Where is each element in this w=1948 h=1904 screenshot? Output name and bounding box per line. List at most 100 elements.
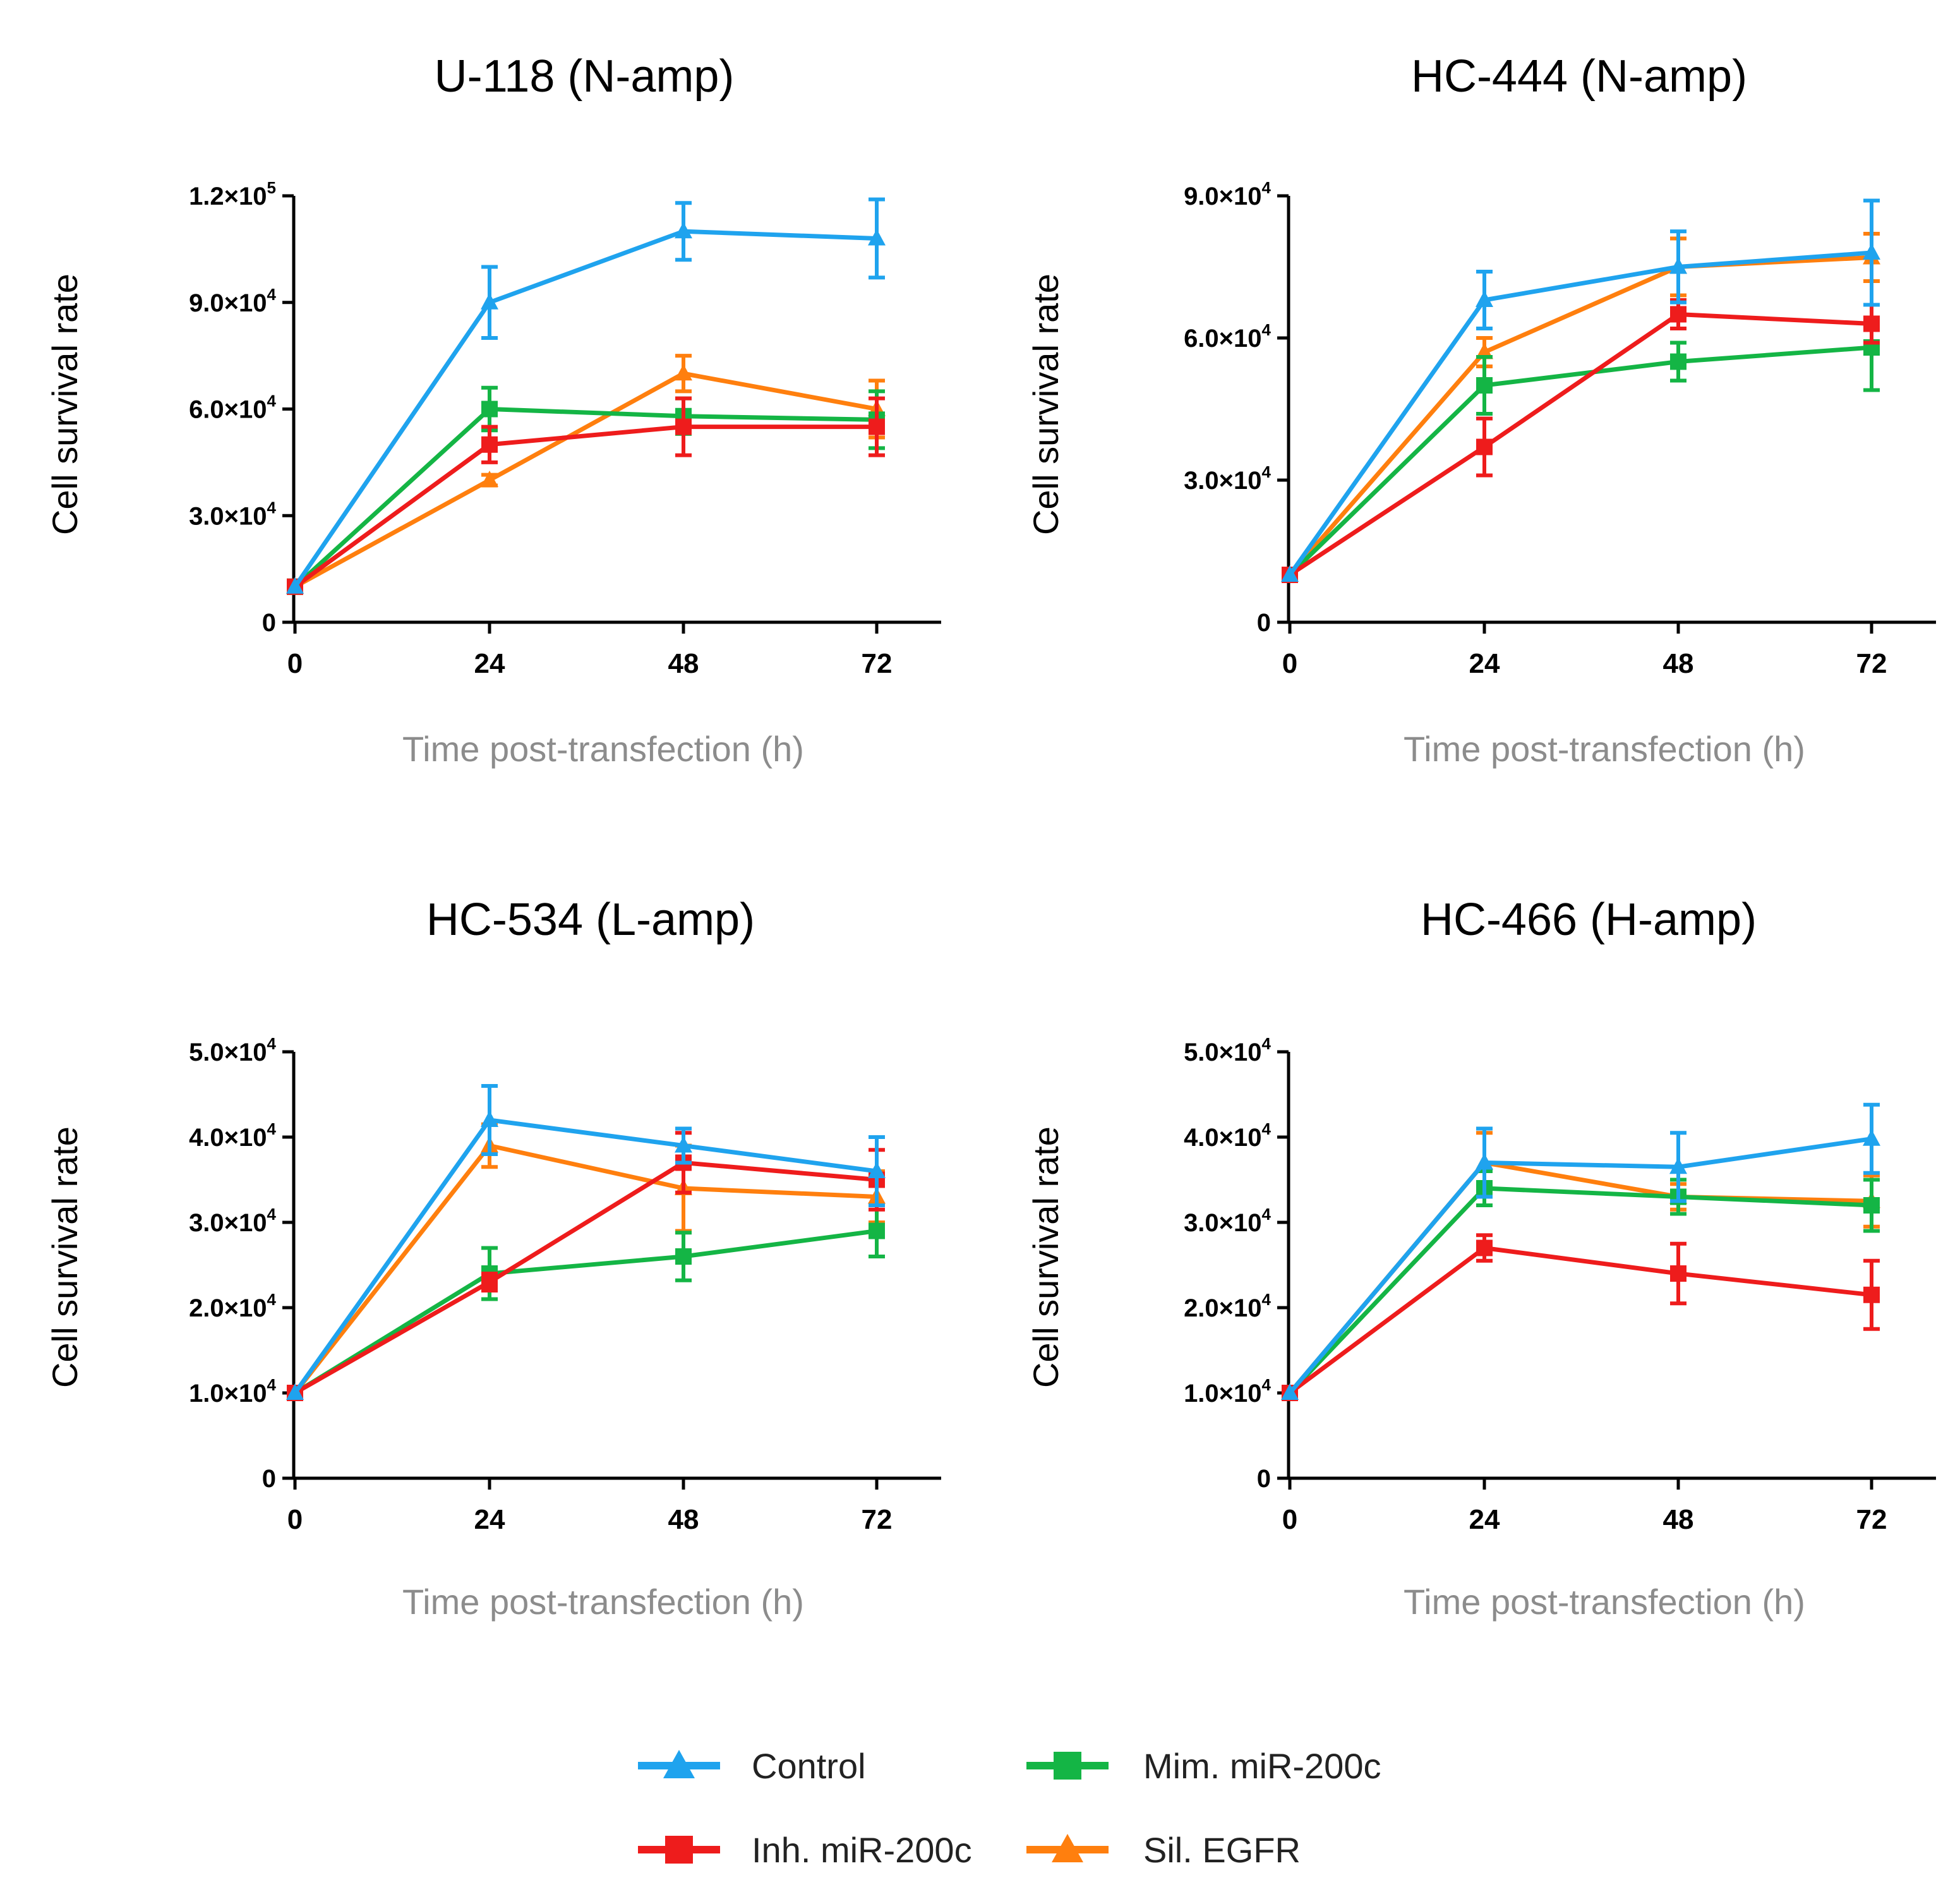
y-tick-mantissa: 4.0×10 xyxy=(189,1124,267,1152)
series-line xyxy=(294,1160,877,1395)
y-tick-label: 2.0×104 xyxy=(1184,1290,1271,1322)
series-line xyxy=(294,1229,877,1395)
series-control xyxy=(1281,198,1880,582)
y-tick-label: 4.0×104 xyxy=(1184,1119,1271,1152)
y-tick-mantissa: 1.0×10 xyxy=(1184,1380,1261,1407)
x-tick-label: 72 xyxy=(862,648,893,679)
legend-item-sil-egfr: Sil. EGFR xyxy=(1026,1830,1301,1870)
y-axis-label: Cell survival rate xyxy=(45,1126,85,1388)
y-tick-label: 3.0×104 xyxy=(1184,462,1271,495)
series-sil-egfr xyxy=(286,354,886,594)
data-point xyxy=(675,1136,692,1153)
data-point xyxy=(869,1222,885,1239)
y-tick-label: 3.0×104 xyxy=(189,1205,276,1237)
y-tick-label: 5.0×104 xyxy=(1184,1034,1271,1066)
series-line xyxy=(1288,1136,1872,1395)
x-axis-label: Time post-transfection (h) xyxy=(402,1582,804,1622)
series-line xyxy=(1289,312,1872,577)
legend-label: Sil. EGFR xyxy=(1143,1830,1301,1870)
y-tick-label: 9.0×104 xyxy=(189,285,276,317)
series-line xyxy=(1288,1186,1872,1395)
data-point xyxy=(1863,1129,1880,1146)
y-tick-mantissa: 2.0×10 xyxy=(1184,1294,1261,1322)
y-tick-label: 5.0×104 xyxy=(189,1034,276,1066)
x-tick-label: 72 xyxy=(1856,648,1887,679)
y-tick-exponent: 4 xyxy=(1262,462,1272,481)
triangle-marker-icon xyxy=(663,1750,695,1778)
y-tick-mantissa: 3.0×10 xyxy=(189,1209,267,1237)
y-tick-exponent: 4 xyxy=(267,1119,277,1138)
legend-label: Mim. miR-200c xyxy=(1143,1746,1381,1786)
series-control xyxy=(286,1084,886,1400)
panel-title: HC-534 (L-amp) xyxy=(426,895,755,945)
data-point xyxy=(1476,291,1493,307)
data-point xyxy=(1281,565,1299,582)
y-tick-label: 1.0×104 xyxy=(1184,1375,1271,1407)
y-tick-exponent: 4 xyxy=(1262,1375,1272,1394)
y-tick-mantissa: 3.0×10 xyxy=(189,502,267,530)
data-point xyxy=(1670,1265,1686,1282)
y-axis-label: Cell survival rate xyxy=(1026,1126,1066,1388)
x-tick-label: 48 xyxy=(668,648,699,679)
data-point xyxy=(1670,306,1686,323)
data-point xyxy=(481,471,498,487)
x-tick-label: 24 xyxy=(474,648,505,679)
y-tick-exponent: 4 xyxy=(267,1375,277,1394)
data-point xyxy=(481,292,498,310)
y-tick-label: 2.0×104 xyxy=(189,1290,276,1322)
series-mim-mir-200c xyxy=(1282,303,1880,583)
series-line xyxy=(293,229,877,588)
y-tick-mantissa: 9.0×10 xyxy=(189,289,267,317)
legend-item-inh-mir200c: Inh. miR-200c xyxy=(638,1830,972,1870)
panel-hc444: HC-444 (N-amp) Cell survival rate Time p… xyxy=(1026,51,1936,769)
y-tick-exponent: 5 xyxy=(267,178,276,197)
data-point xyxy=(675,364,692,381)
y-tick-exponent: 4 xyxy=(1262,1290,1272,1309)
y-tick-label: 0 xyxy=(262,609,276,637)
y-tick-mantissa: 0 xyxy=(1257,609,1271,637)
legend-item-mim-mir200c: Mim. miR-200c xyxy=(1026,1746,1381,1786)
x-tick-label: 0 xyxy=(1282,648,1297,679)
data-point xyxy=(675,222,692,239)
legend: Control Mim. miR-200c Inh. miR-200c Sil.… xyxy=(638,1746,1381,1870)
data-point xyxy=(675,418,692,435)
series-mim-mir-200c xyxy=(287,385,885,595)
series-line xyxy=(1288,250,1872,577)
y-tick-mantissa: 6.0×10 xyxy=(1184,325,1261,352)
series-sil-egfr xyxy=(1281,232,1880,582)
y-tick-mantissa: 3.0×10 xyxy=(1184,467,1261,495)
series-control xyxy=(286,197,886,594)
data-point xyxy=(675,1248,692,1265)
data-point xyxy=(1476,377,1493,394)
data-point xyxy=(869,418,885,435)
y-tick-exponent: 4 xyxy=(1262,178,1272,197)
y-tick-mantissa: 9.0×10 xyxy=(1184,183,1261,210)
series-control xyxy=(1281,1102,1880,1400)
series-mim-mir-200c xyxy=(287,1203,885,1401)
x-tick-label: 0 xyxy=(287,648,303,679)
x-axis-label: Time post-transfection (h) xyxy=(1404,729,1805,769)
y-tick-label: 0 xyxy=(1257,1465,1271,1493)
y-tick-mantissa: 2.0×10 xyxy=(189,1294,267,1322)
x-tick-label: 24 xyxy=(1469,648,1500,679)
y-tick-label: 0 xyxy=(262,1465,276,1493)
data-point xyxy=(1476,1153,1493,1170)
triangle-marker-icon xyxy=(1052,1834,1083,1862)
panel-title: HC-444 (N-amp) xyxy=(1411,51,1747,102)
series-sil-egfr xyxy=(286,1122,886,1400)
data-point xyxy=(1669,1157,1687,1174)
y-tick-label: 9.0×104 xyxy=(1184,178,1271,210)
y-tick-label: 6.0×104 xyxy=(189,392,276,424)
y-tick-mantissa: 0 xyxy=(1257,1465,1271,1493)
y-tick-mantissa: 4.0×10 xyxy=(1184,1124,1261,1152)
x-tick-label: 48 xyxy=(668,1504,699,1535)
panel-hc466: HC-466 (H-amp) Cell survival rate Time p… xyxy=(1026,895,1936,1622)
y-tick-exponent: 4 xyxy=(267,1290,277,1309)
x-tick-label: 48 xyxy=(1663,648,1694,679)
y-axis-label: Cell survival rate xyxy=(1026,274,1066,535)
legend-item-control: Control xyxy=(638,1746,866,1786)
